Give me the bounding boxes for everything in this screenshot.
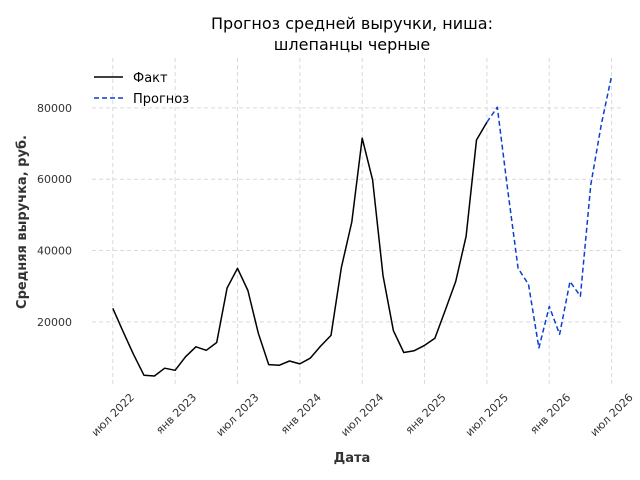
x-tick-label: июл 2022 — [89, 391, 137, 439]
y-tick-label: 60000 — [37, 173, 72, 186]
y-tick-label: 20000 — [37, 316, 72, 329]
x-tick-label: янв 2025 — [403, 391, 449, 437]
x-tick-label: июл 2023 — [214, 391, 262, 439]
ticks: 20000 40000 60000 80000 июл 2022 янв 2023 июл … — [37, 102, 636, 439]
x-tick-label: янв 2024 — [278, 391, 324, 437]
legend: Факт Прогноз — [94, 71, 189, 107]
chart-title-line: шлепанцы черные — [274, 35, 430, 54]
grid — [92, 58, 622, 386]
y-axis-label: Средняя выручка, руб. — [15, 135, 30, 309]
x-tick-label: янв 2026 — [528, 391, 574, 437]
x-tick-label: июл 2025 — [463, 391, 511, 439]
chart-title: Прогноз средней выручки, ниша: шлепанцы ч… — [211, 14, 493, 54]
legend-label: Прогноз — [133, 92, 189, 107]
y-tick-label: 40000 — [37, 245, 72, 258]
series-line-forecast — [486, 75, 613, 349]
legend-label: Факт — [133, 71, 168, 86]
series-layer — [112, 75, 613, 377]
x-axis-label: Дата — [334, 451, 371, 466]
x-tick-label: июл 2026 — [588, 391, 636, 439]
series-line-fact — [112, 121, 488, 377]
x-tick-label: янв 2023 — [153, 391, 199, 437]
chart-title-line: Прогноз средней выручки, ниша: — [211, 14, 493, 33]
x-tick-label: июл 2024 — [338, 391, 386, 439]
y-tick-label: 80000 — [37, 102, 72, 115]
